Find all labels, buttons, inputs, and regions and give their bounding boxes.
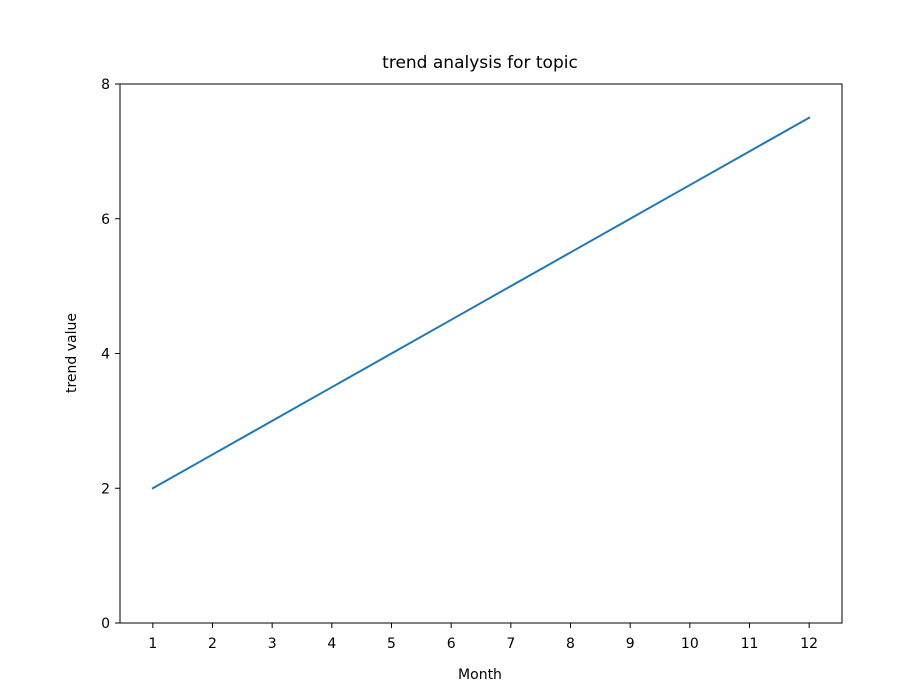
- x-tick-label: 3: [268, 636, 277, 652]
- plot-frame: [120, 84, 842, 623]
- y-tick-label: 8: [101, 77, 110, 93]
- x-tick-label: 11: [741, 636, 759, 652]
- x-tick-label: 1: [148, 636, 157, 652]
- y-tick-label: 0: [101, 616, 110, 632]
- x-tick-label: 5: [387, 636, 396, 652]
- x-tick-label: 10: [681, 636, 699, 652]
- y-tick-label: 2: [101, 481, 110, 497]
- x-axis-label: Month: [458, 667, 502, 683]
- x-tick-label: 6: [447, 636, 456, 652]
- x-tick-label: 8: [566, 636, 575, 652]
- x-tick-label: 9: [626, 636, 635, 652]
- x-tick-label: 7: [506, 636, 515, 652]
- x-tick-label: 4: [327, 636, 336, 652]
- y-axis-label: trend value: [64, 313, 80, 393]
- y-tick-label: 6: [101, 212, 110, 228]
- x-tick-label: 2: [208, 636, 217, 652]
- x-tick-label: 12: [800, 636, 818, 652]
- chart-title: trend analysis for topic: [382, 53, 578, 73]
- series-line: [153, 118, 809, 489]
- y-tick-label: 4: [101, 347, 110, 363]
